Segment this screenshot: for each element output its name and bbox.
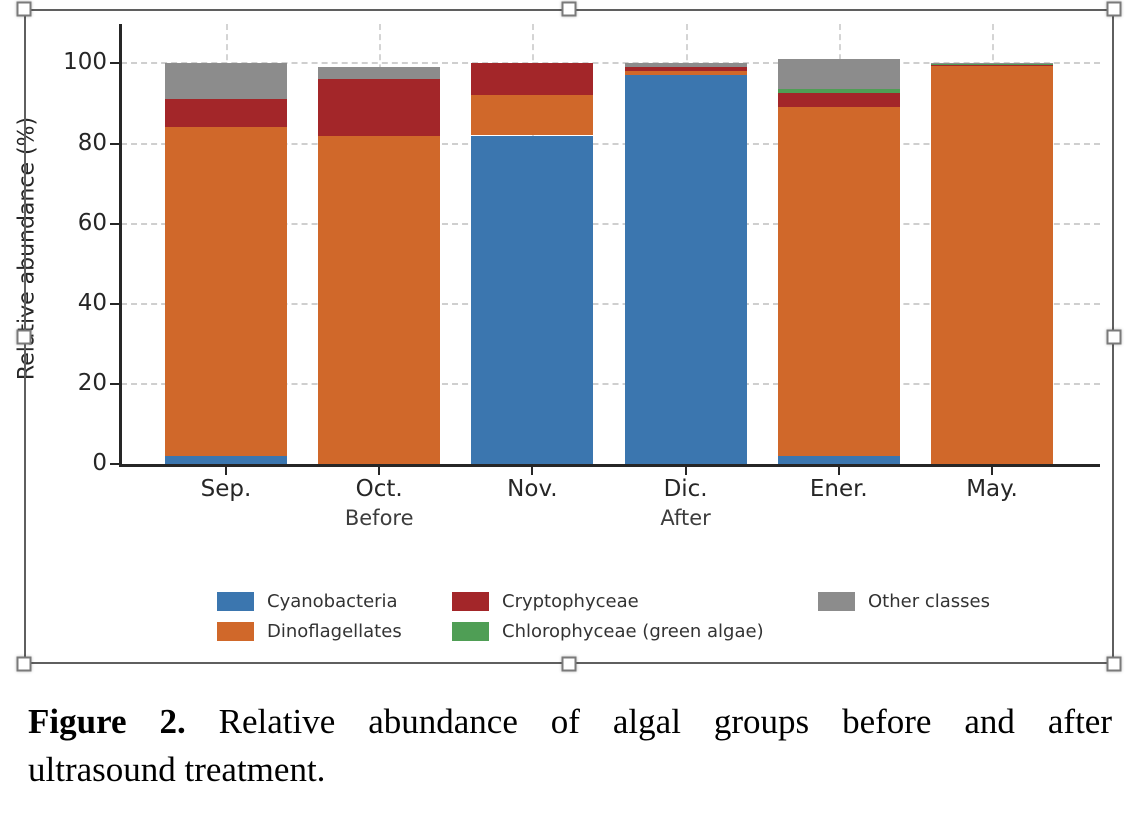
bar-segment-cyanobacteria — [777, 455, 900, 464]
y-tick-label: 40 — [77, 289, 107, 316]
bar-segment-cryptophyceae — [165, 99, 287, 128]
bar-segment-cryptophyceae — [624, 66, 747, 72]
bar-segment-cryptophyceae — [318, 79, 441, 136]
bar-segment-dinoflagellates — [777, 107, 900, 456]
bar-segment-dinoflagellates — [165, 127, 287, 456]
horizontal-gridline — [121, 142, 1100, 145]
group-label-before: Before — [344, 506, 414, 530]
bar-segment-chlorophyceae-green-algae- — [777, 89, 900, 94]
x-axis-spine — [119, 464, 1100, 467]
legend-label: Chlorophyceae (green algae) — [502, 621, 764, 642]
y-tick-mark — [110, 302, 119, 305]
bar-segment-other-classes — [777, 59, 900, 90]
selection-handle-bottom-middle[interactable] — [561, 656, 577, 672]
selection-handle-middle-right[interactable] — [1106, 329, 1122, 344]
x-tick-mark — [991, 467, 993, 475]
bar-segment-dinoflagellates — [931, 66, 1053, 464]
caption-text: Relative abundance of algal groups befor… — [185, 702, 1112, 741]
x-tick-mark — [531, 467, 534, 475]
y-tick-mark — [110, 382, 119, 385]
bar-segment-dinoflagellates — [471, 95, 594, 136]
bar-segment-other-classes — [165, 63, 287, 100]
bar-segment-cyanobacteria — [471, 135, 594, 464]
bar-segment-dinoflagellates — [624, 71, 747, 76]
x-tick-label: Dic. — [663, 476, 708, 502]
bar-segment-dinoflagellates — [318, 135, 441, 464]
bar-segment-other-classes — [318, 67, 441, 80]
x-tick-label: Ener. — [809, 476, 868, 502]
bar-segment-cyanobacteria — [165, 455, 287, 464]
bar-segment-other-classes — [624, 63, 747, 67]
caption-line-2: ultrasound treatment. — [28, 750, 326, 789]
horizontal-gridline — [121, 62, 1100, 65]
selection-handle-top-right[interactable] — [1106, 1, 1122, 17]
selection-handle-bottom-right[interactable] — [1106, 656, 1122, 672]
group-label-after: After — [660, 506, 711, 530]
y-tick-label: 20 — [77, 370, 107, 397]
y-tick-label: 60 — [77, 209, 107, 236]
x-tick-mark — [378, 467, 381, 475]
selection-handle-middle-left[interactable] — [16, 329, 32, 344]
x-tick-label: May. — [966, 476, 1018, 502]
horizontal-gridline — [121, 382, 1100, 385]
bar-segment-cyanobacteria — [624, 75, 747, 464]
x-tick-label: Oct. — [355, 476, 403, 502]
y-tick-label: 100 — [63, 49, 107, 76]
y-tick-label: 0 — [92, 450, 107, 477]
x-tick-mark — [837, 467, 840, 475]
legend-swatch-other-classes — [818, 592, 855, 611]
legend-swatch-cyanobacteria — [217, 592, 254, 611]
legend-label: Cryptophyceae — [502, 591, 639, 612]
legend-label: Dinoflagellates — [267, 621, 402, 642]
x-tick-mark — [225, 467, 227, 475]
algae-abundance-chart[interactable]: Relative abundance (%) 0 20 40 60 80 100 Sep. O… — [0, 0, 1134, 680]
selection-handle-bottom-left[interactable] — [16, 656, 32, 672]
y-axis-spine — [119, 24, 122, 466]
y-tick-label: 80 — [77, 129, 107, 156]
selection-handle-top-left[interactable] — [16, 1, 32, 17]
horizontal-gridline — [121, 302, 1100, 305]
x-tick-label: Nov. — [507, 476, 558, 502]
x-tick-label: Sep. — [200, 476, 252, 502]
legend-swatch-dinoflagellates — [217, 622, 254, 641]
legend-swatch-cryptophyceae — [452, 592, 489, 611]
bar-segment-cryptophyceae — [777, 93, 900, 108]
figure-caption: Figure 2. Relative abundance of algal gr… — [28, 698, 1112, 794]
legend-label: Cyanobacteria — [267, 591, 398, 612]
caption-figure-label: Figure 2. — [28, 702, 186, 741]
y-tick-mark — [110, 142, 119, 145]
y-tick-mark — [110, 222, 119, 225]
legend-label: Other classes — [868, 591, 990, 612]
selection-handle-top-middle[interactable] — [561, 1, 577, 17]
x-tick-mark — [684, 467, 687, 475]
image-selection-frame[interactable] — [24, 9, 1114, 664]
bar-segment-chlorophyceae-green-algae- — [931, 63, 1053, 66]
y-tick-mark — [110, 463, 119, 465]
y-tick-mark — [110, 62, 119, 65]
caption-line-1: Figure 2. Relative abundance of algal gr… — [28, 698, 1112, 746]
bar-segment-cryptophyceae — [931, 65, 1053, 67]
bar-segment-cryptophyceae — [471, 63, 594, 96]
legend-swatch-chlorophyceae-green-algae- — [452, 622, 489, 641]
horizontal-gridline — [121, 222, 1100, 225]
